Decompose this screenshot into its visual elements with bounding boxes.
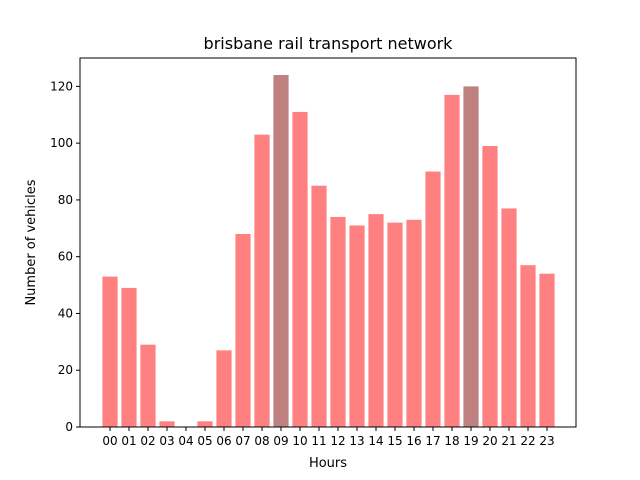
bar-14	[368, 214, 384, 427]
x-tick-label: 22	[520, 434, 535, 448]
x-axis-ticks: 00 01 02 03 04 05 06 07 08 09 10 11 12 13 14 15 16 17 18 19…	[102, 427, 555, 448]
bar-07	[235, 233, 251, 427]
bar-08	[254, 134, 270, 427]
x-tick-label: 20	[482, 434, 497, 448]
y-tick-label: 80	[58, 193, 73, 207]
x-tick-label: 09	[273, 434, 288, 448]
x-tick-label: 01	[121, 434, 136, 448]
bar-23	[539, 273, 555, 427]
x-axis-label: Hours	[309, 456, 347, 471]
bar-13	[349, 225, 365, 427]
x-tick-label: 03	[159, 434, 174, 448]
y-tick-label: 0	[65, 420, 73, 434]
bar-00	[102, 276, 118, 427]
x-tick-label: 15	[387, 434, 402, 448]
x-tick-label: 04	[178, 434, 193, 448]
bar-12	[330, 216, 346, 427]
x-tick-label: 11	[311, 434, 326, 448]
bar-17	[425, 171, 441, 427]
x-tick-label: 10	[292, 434, 307, 448]
x-tick-label: 21	[501, 434, 516, 448]
bar-20	[482, 145, 498, 428]
y-tick-label: 60	[58, 250, 73, 264]
bar-19	[463, 86, 479, 427]
x-tick-label: 19	[463, 434, 478, 448]
x-tick-label: 18	[444, 434, 459, 448]
y-tick-label: 100	[50, 136, 73, 150]
x-tick-label: 05	[197, 434, 212, 448]
x-tick-label: 06	[216, 434, 231, 448]
bar-02	[140, 344, 156, 427]
x-tick-label: 17	[425, 434, 440, 448]
bar-16	[406, 219, 422, 427]
bar-05	[197, 421, 213, 427]
chart-title: brisbane rail transport network	[204, 34, 454, 53]
x-tick-label: 02	[140, 434, 155, 448]
x-tick-label: 00	[102, 434, 117, 448]
bars-group	[102, 75, 555, 428]
x-tick-label: 08	[254, 434, 269, 448]
y-axis-label: Number of vehicles	[24, 179, 39, 305]
bar-09	[273, 75, 289, 427]
bar-10	[292, 111, 308, 428]
bar-22	[520, 265, 536, 427]
bar-15	[387, 222, 403, 427]
y-tick-label: 40	[58, 306, 73, 320]
bar-01	[121, 287, 137, 427]
bar-18	[444, 94, 460, 428]
x-tick-label: 13	[349, 434, 364, 448]
bar-06	[216, 350, 232, 427]
plot-frame	[79, 57, 577, 428]
bar-11	[311, 185, 327, 427]
x-tick-label: 07	[235, 434, 250, 448]
y-axis-ticks: 0 20 40 60 80 100 120	[50, 79, 80, 434]
y-tick-label: 20	[58, 363, 73, 377]
x-tick-label: 23	[539, 434, 554, 448]
y-tick-label: 120	[50, 79, 73, 93]
x-tick-label: 12	[330, 434, 345, 448]
bar-21	[501, 208, 517, 427]
bar-03	[159, 421, 175, 427]
x-tick-label: 14	[368, 434, 383, 448]
x-tick-label: 16	[406, 434, 421, 448]
